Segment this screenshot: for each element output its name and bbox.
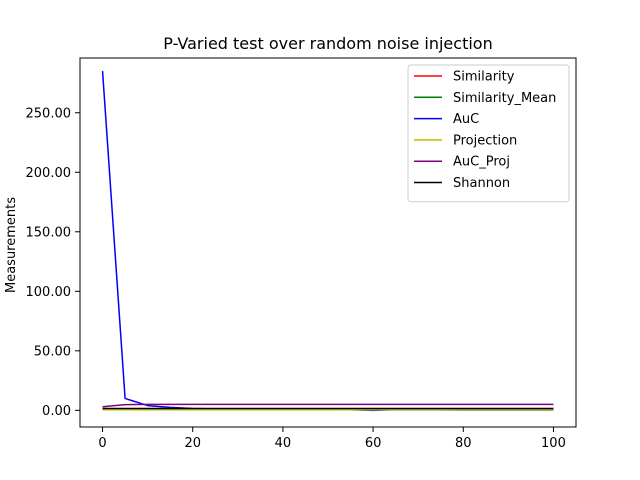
x-tick-label: 40 — [275, 436, 292, 451]
x-tick-label: 60 — [365, 436, 382, 451]
y-tick-label: 200.00 — [26, 166, 72, 181]
axes-frame — [79, 57, 577, 428]
series-line-auc-proj — [102, 403, 554, 408]
x-tick-label: 20 — [184, 436, 201, 451]
legend-entry-label: Similarity_Mean — [453, 91, 556, 106]
y-tick-label: 100.00 — [26, 285, 72, 300]
legend: Similarity Similarity_Mean AuC Projection Au… — [407, 64, 570, 203]
y-axis-label: Measurements — [4, 197, 19, 293]
plot-area — [101, 71, 554, 412]
legend-entry-label: AuC — [453, 112, 479, 127]
y-tick-label: 150.00 — [26, 225, 72, 240]
legend-box — [407, 64, 570, 203]
legend-entry-label: Shannon — [453, 176, 510, 191]
chart-title: P-Varied test over random noise injectio… — [163, 34, 492, 53]
legend-entry-label: Projection — [453, 133, 517, 148]
y-tick-label: 50.00 — [34, 344, 71, 359]
x-tick-label: 80 — [455, 436, 472, 451]
y-tick-label: 0.00 — [42, 404, 71, 419]
x-tick-label: 0 — [98, 436, 106, 451]
legend-entry-label: Similarity — [453, 70, 515, 85]
legend-entry-label: AuC_Proj — [453, 155, 510, 170]
y-tick-label: 250.00 — [26, 106, 72, 121]
x-tick-label: 100 — [541, 436, 566, 451]
